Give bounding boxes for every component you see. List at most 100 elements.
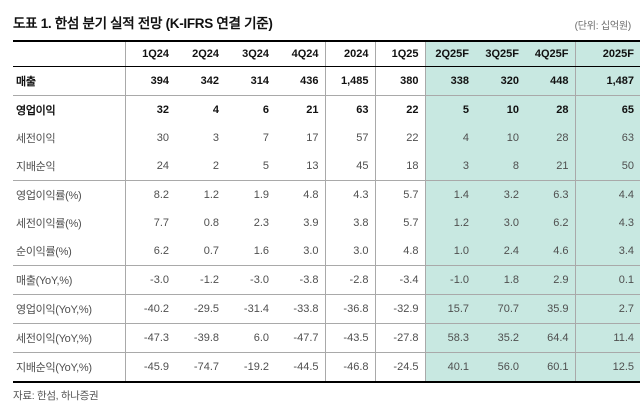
cell: 1.2 [203, 189, 219, 201]
cell: 0.8 [203, 217, 219, 229]
cell: -32.9 [375, 294, 426, 324]
row-label: 세전이익 [13, 124, 126, 152]
column-header-1q24: 1Q24 [125, 41, 175, 67]
table-row-pretax-profit: 세전이익 30 3 7 17 57 22 4 10 28 63 [13, 124, 640, 152]
cell: 448 [525, 66, 576, 96]
table-row-controlling-net-profit-yoy: 지배순익(YoY,%) -45.9 -74.7 -19.2 -44.5 -46.… [13, 352, 640, 382]
cell: 8 [475, 152, 525, 181]
cell: 13 [275, 152, 326, 181]
corner-cell [13, 41, 126, 67]
cell: 4.6 [525, 237, 576, 266]
cell: 60.1 [525, 352, 576, 382]
cell: 3.0 [275, 237, 326, 266]
header-row: 1Q24 2Q24 3Q24 4Q24 2024 1Q25 2Q25F 3Q25… [13, 41, 640, 67]
cell: 63 [325, 95, 376, 124]
cell: 1.8 [475, 265, 525, 295]
cell: 2 [175, 152, 225, 181]
cell: -3.0 [125, 265, 175, 295]
cell: 338 [425, 66, 475, 96]
cell: -19.2 [243, 361, 269, 373]
table-row-controlling-net-profit: 지배순익 24 2 5 13 45 18 3 8 21 50 [13, 152, 640, 181]
cell: -36.8 [325, 294, 376, 324]
cell: 28 [525, 124, 576, 152]
cell: -45.9 [143, 361, 169, 373]
cell: 10 [475, 95, 525, 124]
cell: 22 [375, 95, 426, 124]
cell: 65 [575, 95, 640, 124]
column-header-2q25f: 2Q25F [425, 41, 475, 67]
cell: 3.9 [275, 209, 326, 237]
cell: -1.0 [425, 265, 475, 295]
column-header-2025f: 2025F [575, 41, 640, 67]
column-header-2q24: 2Q24 [175, 41, 225, 67]
cell: -43.5 [325, 323, 376, 353]
column-header-1q25: 1Q25 [375, 41, 426, 67]
cell: 4.4 [575, 180, 640, 209]
cell: 32 [156, 104, 169, 116]
cell: 6.0 [225, 323, 275, 353]
title-bar: 도표 1. 한섬 분기 실적 전망 (K-IFRS 연결 기준) (단위: 십억… [13, 12, 631, 32]
row-label: 매출(YoY,%) [13, 265, 126, 295]
cell: -39.8 [175, 323, 225, 353]
cell: 3.0 [475, 209, 525, 237]
row-label: 지배순익 [13, 152, 126, 181]
cell: 57 [325, 124, 376, 152]
cell: 3.2 [475, 180, 525, 209]
cell: 1.9 [253, 189, 269, 201]
table-row-pretax-margin: 세전이익률(%) 7.7 0.8 2.3 3.9 3.8 5.7 1.2 3.0… [13, 209, 640, 237]
table-row-operating-profit-yoy: 영업이익(YoY,%) -40.2 -29.5 -31.4 -33.8 -36.… [13, 294, 640, 324]
cell: 2.9 [525, 265, 576, 295]
cell: 1.2 [425, 209, 475, 237]
cell: -74.7 [193, 361, 219, 373]
table-row-net-margin: 순이익률(%) 6.2 0.7 1.6 3.0 3.0 4.8 1.0 2.4 … [13, 237, 640, 266]
cell: 15.7 [425, 294, 475, 324]
report-table-page: 도표 1. 한섬 분기 실적 전망 (K-IFRS 연결 기준) (단위: 십억… [0, 12, 642, 412]
row-label: 세전이익률(%) [13, 209, 126, 237]
row-label: 순이익률(%) [13, 237, 126, 266]
cell: 63 [575, 124, 640, 152]
column-header-3q25f: 3Q25F [475, 41, 525, 67]
cell: 10 [475, 124, 525, 152]
unit-label: (단위: 십억원) [574, 21, 632, 32]
cell: -24.5 [375, 352, 426, 382]
cell: -3.8 [275, 265, 326, 295]
cell: 3 [425, 152, 475, 181]
cell: -1.2 [175, 265, 225, 295]
row-label: 영업이익률(%) [13, 180, 126, 209]
cell: 6.3 [525, 180, 576, 209]
cell: 0.7 [175, 237, 225, 266]
cell: 70.7 [475, 294, 525, 324]
cell: 64.4 [525, 323, 576, 353]
cell: 28 [525, 95, 576, 124]
cell: 4 [425, 124, 475, 152]
cell: 6.2 [125, 237, 175, 266]
cell: 12.5 [575, 352, 640, 382]
cell: -44.5 [275, 352, 326, 382]
table-row-operating-profit: 영업이익 32 4 6 21 63 22 5 10 28 65 [13, 95, 640, 124]
cell: 0.1 [575, 265, 640, 295]
cell: 4 [212, 104, 219, 116]
source-note: 자료: 한섬, 하나증권 [13, 390, 99, 402]
cell: 3 [212, 132, 219, 144]
cell: 40.1 [425, 352, 475, 382]
cell: 1.4 [425, 180, 475, 209]
cell: 436 [275, 66, 326, 96]
cell: -29.5 [175, 294, 225, 324]
cell: 11.4 [575, 323, 640, 353]
cell: 56.0 [475, 352, 525, 382]
row-label: 매출 [13, 66, 126, 96]
table-title: 도표 1. 한섬 분기 실적 전망 (K-IFRS 연결 기준) [13, 16, 273, 31]
table-row-revenue: 매출 394 342 314 436 1,485 380 338 320 448… [13, 66, 640, 96]
cell: 4.8 [275, 180, 326, 209]
cell: 8.2 [153, 189, 169, 201]
cell: -3.4 [375, 265, 426, 295]
cell: 24 [125, 152, 175, 181]
cell: 320 [475, 66, 525, 96]
table-row-pretax-profit-yoy: 세전이익(YoY,%) -47.3 -39.8 6.0 -47.7 -43.5 … [13, 323, 640, 353]
cell: -3.0 [225, 265, 275, 295]
cell: 35.9 [525, 294, 576, 324]
cell: -2.8 [325, 265, 376, 295]
cell: 22 [375, 124, 426, 152]
cell: 5 [225, 152, 275, 181]
cell: 21 [275, 95, 326, 124]
